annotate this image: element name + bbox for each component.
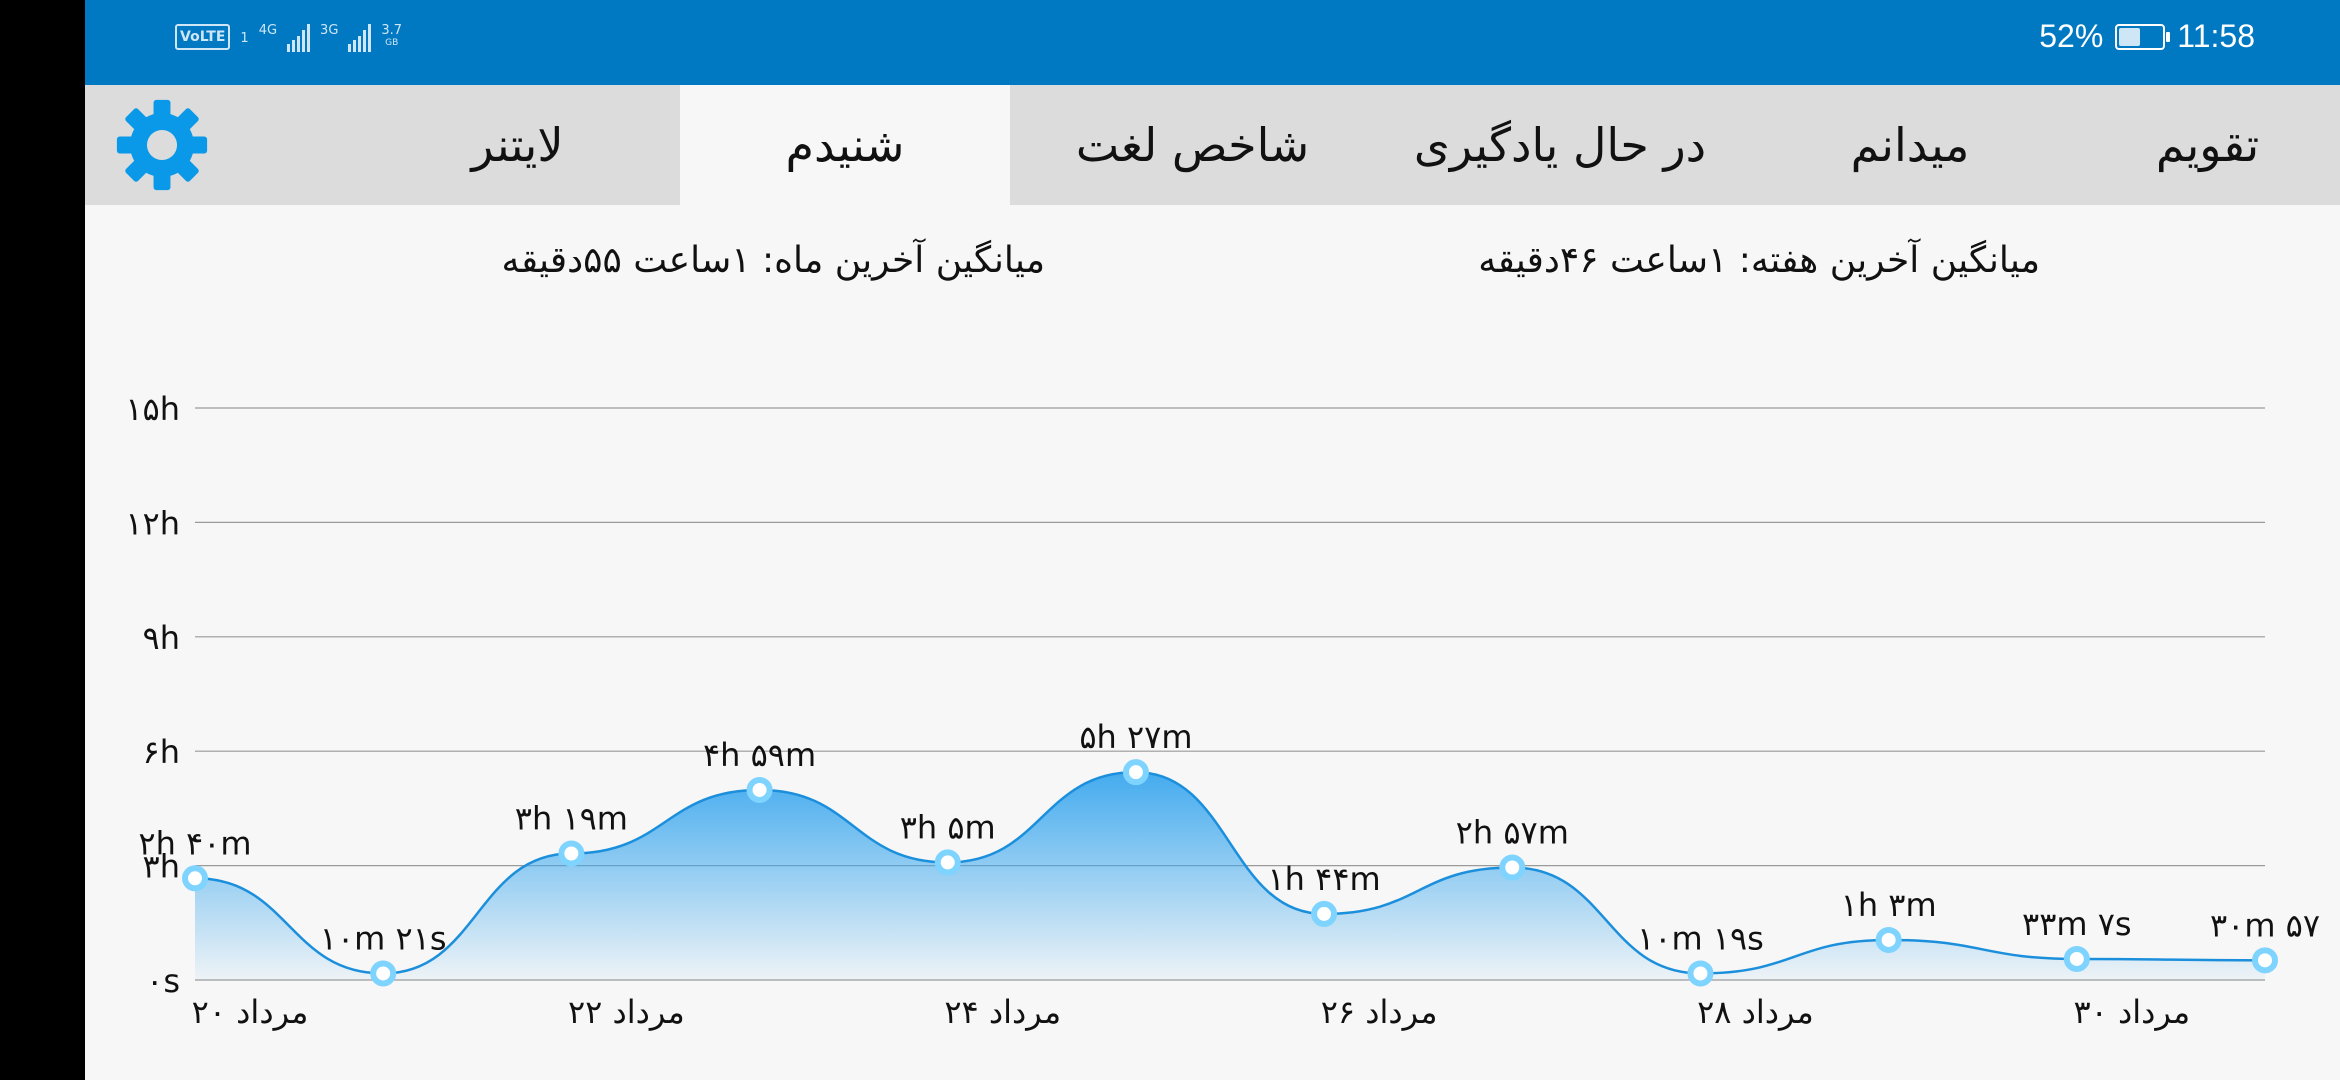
data-label: ۱۰m ۱۹s	[1637, 919, 1764, 957]
volte-icon: VoLTE	[175, 24, 231, 50]
data-point	[2252, 947, 2278, 974]
data-point	[1122, 759, 1149, 786]
data-label: ۱h ۴۴m	[1267, 860, 1380, 898]
status-right: 52% 11:58	[2039, 18, 2255, 55]
battery-percent: 52%	[2039, 18, 2104, 54]
signal-bars-icon	[287, 24, 311, 52]
listening-chart: ۰s ۳h ۶h ۹h ۱۲h ۱۵h ۲h ۴۰m ۱۰m ۲۱s ۳h ۱۹m ۴h ۵۹m ۳…	[125, 390, 2320, 1031]
tab-calendar[interactable]: تقویم	[2075, 85, 2340, 205]
data-speed-unit: GB	[385, 38, 399, 48]
tab-label: میدانم	[1850, 118, 1970, 172]
tab-label: شنیدم	[785, 118, 905, 172]
y-tick-label: ۹h	[143, 619, 180, 657]
data-point	[1687, 960, 1714, 987]
tab-label: تقویم	[2155, 118, 2260, 172]
data-point	[2063, 945, 2090, 972]
status-left: VoLTE 1 4G 3G 3.7 GB	[175, 24, 402, 52]
data-label: ۲h ۴۰m	[138, 824, 251, 862]
status-bar: VoLTE 1 4G 3G 3.7 GB 52% 11:58	[85, 0, 2340, 85]
data-point	[746, 776, 773, 803]
signal-bars-icon-2	[348, 24, 372, 52]
x-tick-label: ۲۲ مرداد	[568, 993, 685, 1031]
battery-fill	[2119, 27, 2141, 46]
data-point	[934, 849, 961, 876]
chart-area	[195, 772, 2265, 980]
tab-label: لایتنر	[471, 118, 564, 172]
x-tick-label: ۲۰ مرداد	[192, 993, 309, 1031]
data-label: ۳h ۵m	[900, 808, 996, 846]
tab-bar: تقویم میدانم در حال یادگیری شاخص لغت شنی…	[85, 85, 2340, 205]
tab-label: شاخص لغت	[1075, 118, 1310, 172]
x-tick-label: ۳۰ مرداد	[2073, 993, 2190, 1031]
clock: 11:58	[2177, 18, 2255, 54]
x-tick-label: ۲۸ مرداد	[1697, 993, 1814, 1031]
tab-known[interactable]: میدانم	[1745, 85, 2075, 205]
data-label: ۱۰m ۲۱s	[320, 919, 447, 957]
battery-icon	[2115, 23, 2171, 50]
y-tick-label: ۱۵h	[125, 390, 180, 428]
data-point	[182, 865, 208, 892]
data-label: ۱h ۳m	[1841, 886, 1937, 924]
data-speed-value: 3.7	[381, 23, 403, 38]
data-label: ۳۰m ۵۷	[2210, 906, 2320, 944]
weekly-average: میانگین آخرین هفته: ۱ساعت ۴۶دقیقه	[1478, 240, 2040, 281]
data-label: ۳۳m ۷s	[2022, 905, 2132, 943]
data-point	[1499, 854, 1526, 881]
data-label: ۴h ۵۹m	[703, 736, 816, 774]
data-point	[1311, 900, 1338, 927]
tab-leitner[interactable]: لایتنر	[355, 85, 680, 205]
y-tick-label: ۳h	[143, 848, 180, 886]
data-label: ۳h ۱۹m	[515, 800, 628, 838]
app-window: VoLTE 1 4G 3G 3.7 GB 52% 11:58 تقویم مید…	[85, 0, 2340, 1080]
data-label: ۲h ۵۷m	[1456, 814, 1569, 852]
x-tick-label: ۲۴ مرداد	[944, 993, 1061, 1031]
y-tick-label: ۶h	[143, 733, 180, 771]
data-point	[1875, 926, 1902, 953]
tab-heard[interactable]: شنیدم	[680, 85, 1010, 205]
data-point	[370, 960, 397, 987]
data-point	[558, 840, 585, 867]
network-3g-label: 3G	[320, 23, 339, 38]
data-label: ۵h ۲۷m	[1079, 718, 1192, 756]
sim-number: 1	[240, 31, 249, 46]
data-speed: 3.7 GB	[381, 23, 403, 49]
x-tick-label: ۲۶ مرداد	[1321, 993, 1438, 1031]
y-tick-label: ۰s	[146, 962, 180, 1000]
tab-learning[interactable]: در حال یادگیری	[1375, 85, 1745, 205]
tab-label: در حال یادگیری	[1413, 118, 1707, 172]
tab-word-index[interactable]: شاخص لغت	[1010, 85, 1375, 205]
gear-icon[interactable]	[115, 98, 209, 192]
network-4g-label: 4G	[258, 23, 278, 38]
y-tick-label: ۱۲h	[125, 504, 180, 542]
monthly-average: میانگین آخرین ماه: ۱ساعت ۵۵دقیقه	[501, 240, 1045, 281]
